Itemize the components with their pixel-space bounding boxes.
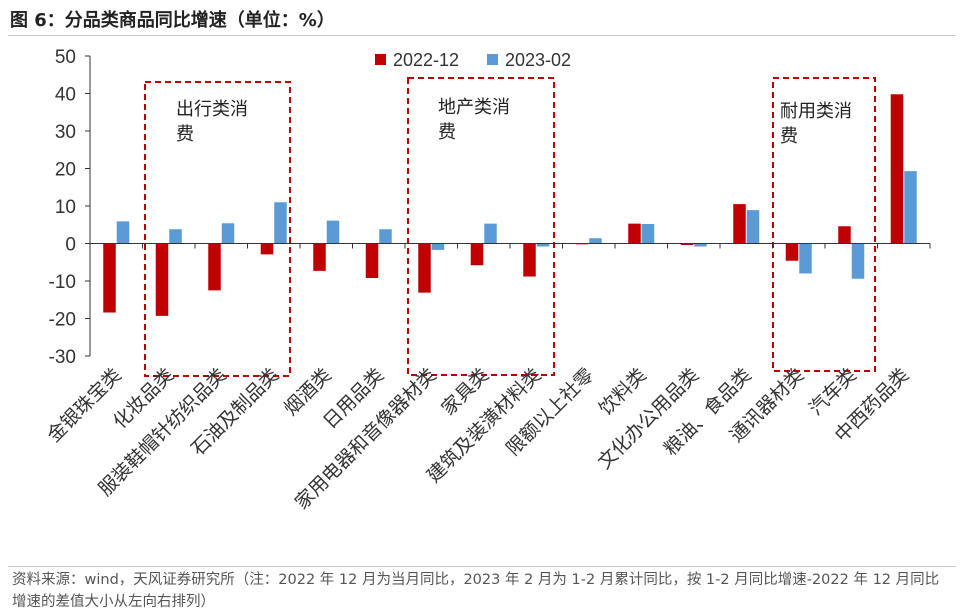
y-tick-label: 40 (55, 85, 76, 106)
y-tick-label: -30 (49, 347, 76, 368)
bar-series-2 (484, 223, 497, 244)
annotation-label: 出行类消费 (176, 99, 248, 145)
annotation-box (772, 77, 876, 372)
legend: 2022-12 2023-02 (375, 50, 571, 70)
bar-series-1 (103, 243, 116, 313)
y-tick-label: 30 (55, 122, 76, 143)
bar-series-1 (365, 243, 379, 278)
bar-series-2 (221, 223, 235, 244)
annotation-label: 地产类消费 (438, 97, 510, 143)
legend-swatch (375, 54, 386, 65)
y-tick-label: 10 (55, 197, 76, 218)
bar-series-2 (589, 238, 602, 244)
legend-label: 2022-12 (393, 50, 459, 70)
bar-series-1 (680, 243, 694, 245)
bar-series-1 (628, 223, 641, 244)
annotation-box (144, 81, 291, 377)
bar-series-2 (116, 221, 130, 244)
x-tick-label: 金银珠宝类 (43, 364, 126, 447)
y-tick-label: 20 (55, 160, 76, 181)
bar-series-1 (313, 243, 326, 271)
bar-series-2 (536, 243, 550, 247)
x-axis: 金银珠宝类化妆品类服装鞋帽针纺织品类石油及制品类烟酒类日用品类家用电器和音像器材… (43, 243, 931, 514)
bar-series-1 (523, 243, 536, 277)
y-tick-label: 0 (65, 235, 76, 256)
bar-series-1 (208, 243, 221, 291)
bar-series-2 (851, 243, 865, 279)
bar-series-2 (694, 243, 707, 247)
bar-series-1 (785, 243, 799, 261)
annotation-boxes: 出行类消费 地产类消费 耐用类消费 (144, 77, 876, 377)
bar-series-2 (641, 224, 655, 244)
bar-series-2 (326, 220, 340, 244)
bar-chart: -30 -20 -10 0 10 20 30 40 50 出行类消费 地产类消费 耐用类消费 金银珠… (43, 47, 931, 514)
bar-series-1 (418, 243, 431, 293)
bar-series-2 (904, 171, 917, 244)
bar-series-1 (890, 94, 904, 244)
bar-series-2 (799, 243, 812, 274)
y-tick-label: -20 (49, 310, 76, 331)
chart-title: 图 6：分品类商品同比增速（单位：%） (10, 10, 335, 31)
bar-series-1 (733, 204, 746, 244)
bar-series-1 (260, 243, 274, 255)
bar-series-2 (746, 210, 760, 244)
source-note: 资料来源：wind，天风证券研究所（注：2022 年 12 月为当月同比，202… (12, 572, 940, 610)
title-divider (8, 35, 956, 36)
bar-series-1 (838, 226, 851, 244)
legend-swatch (487, 54, 498, 65)
bar-series-1 (470, 243, 484, 266)
annotation-label: 耐用类消费 (780, 101, 852, 147)
y-tick-label: 50 (55, 47, 76, 68)
legend-label: 2023-02 (505, 50, 571, 70)
bar-series-2 (169, 229, 182, 244)
bar-series-2 (379, 229, 392, 244)
y-axis: -30 -20 -10 0 10 20 30 40 50 (49, 47, 91, 368)
bar-series-1 (155, 243, 169, 316)
bars (103, 94, 917, 316)
bar-series-2 (431, 243, 445, 250)
y-tick-label: -10 (49, 272, 76, 293)
bar-series-2 (274, 202, 287, 244)
source-divider (8, 566, 956, 567)
annotation-box (407, 77, 555, 376)
